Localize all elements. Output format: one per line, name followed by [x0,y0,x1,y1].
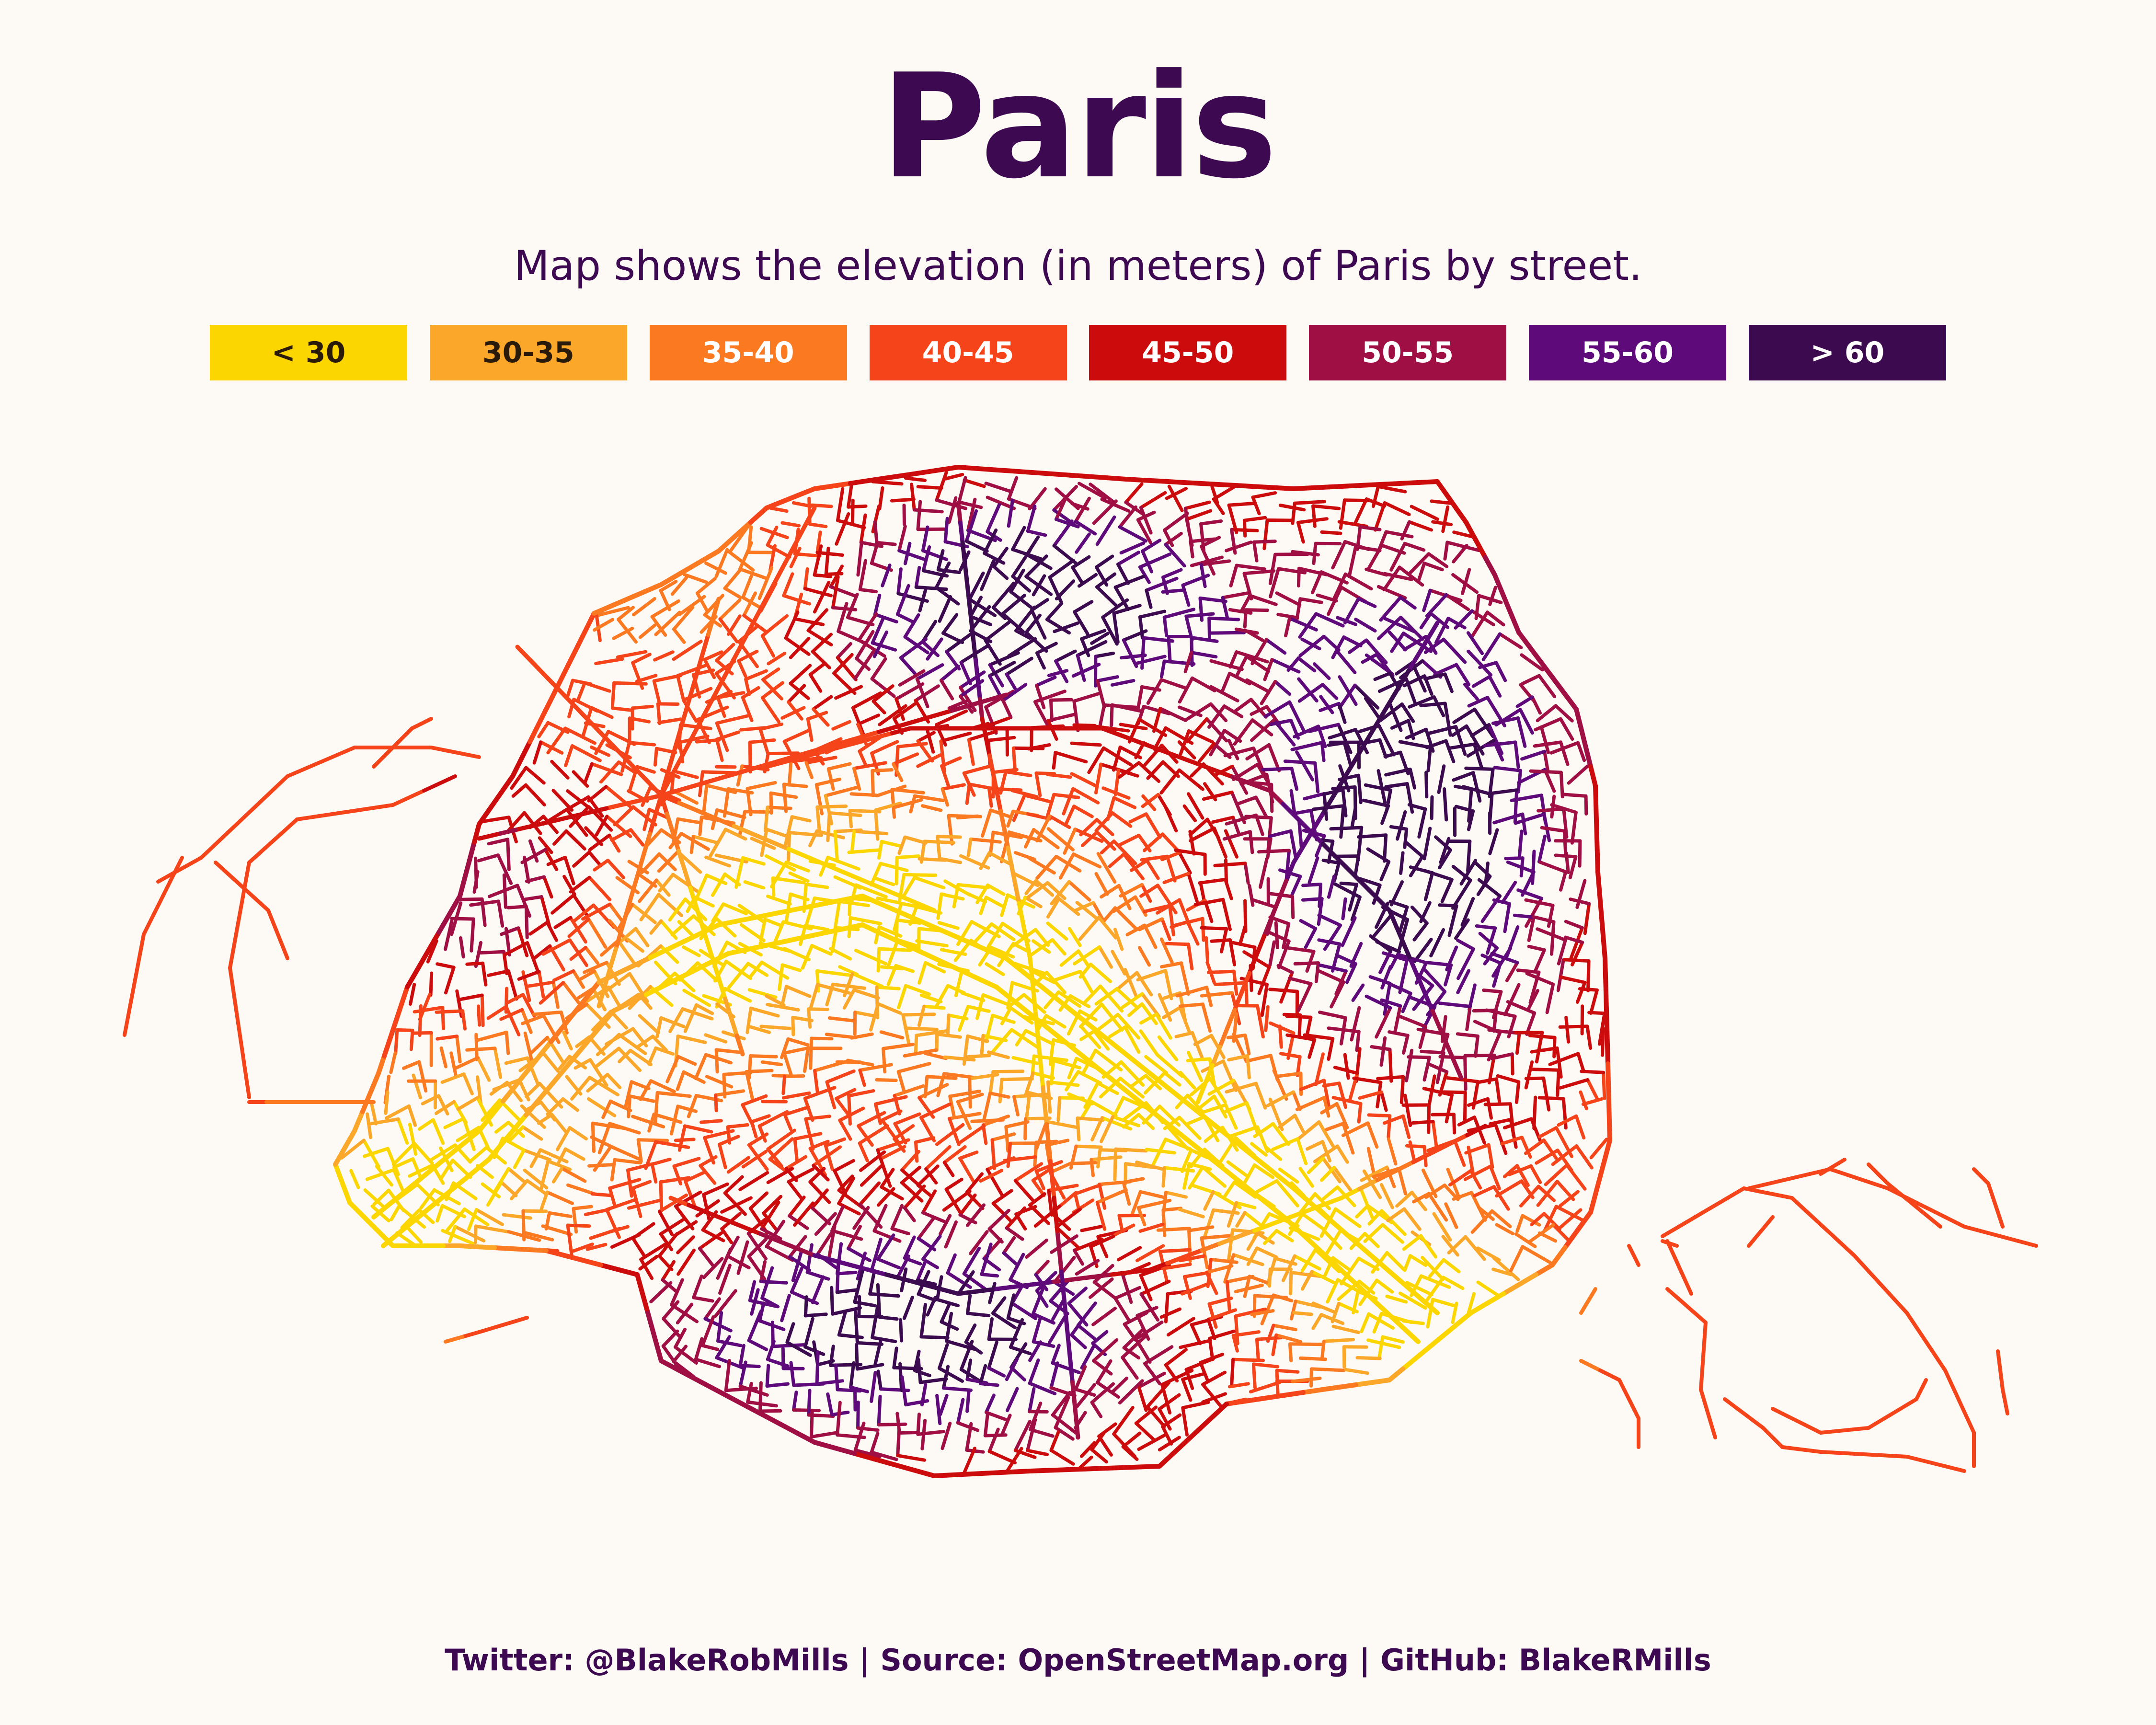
elevation-legend: < 30 30-35 35-40 40-45 45-50 50-55 55-60… [210,325,1946,380]
legend-item-55-60: 55-60 [1529,325,1727,380]
legend-item-35-40: 35-40 [649,325,847,380]
legend-item-45-50: 45-50 [1089,325,1287,380]
map-title: Paris [881,43,1277,210]
legend-item-above-60: > 60 [1748,325,1946,380]
legend-label: 45-50 [1142,336,1234,369]
legend-item-50-55: 50-55 [1309,325,1507,380]
legend-label: 50-55 [1362,336,1454,369]
legend-item-30-35: 30-35 [429,325,627,380]
street-elevation-map [123,465,2038,1478]
legend-item-below-30: < 30 [210,325,407,380]
legend-label: 55-60 [1582,336,1674,369]
legend-label: < 30 [271,336,346,369]
map-subtitle: Map shows the elevation (in meters) of P… [514,242,1642,290]
legend-label: 40-45 [922,336,1014,369]
legend-item-40-45: 40-45 [869,325,1067,380]
street-network [123,465,2038,1478]
legend-label: 35-40 [702,336,794,369]
source-credits: Twitter: @BlakeRobMills | Source: OpenSt… [445,1643,1711,1678]
legend-label: > 60 [1810,336,1885,369]
legend-label: 30-35 [482,336,574,369]
